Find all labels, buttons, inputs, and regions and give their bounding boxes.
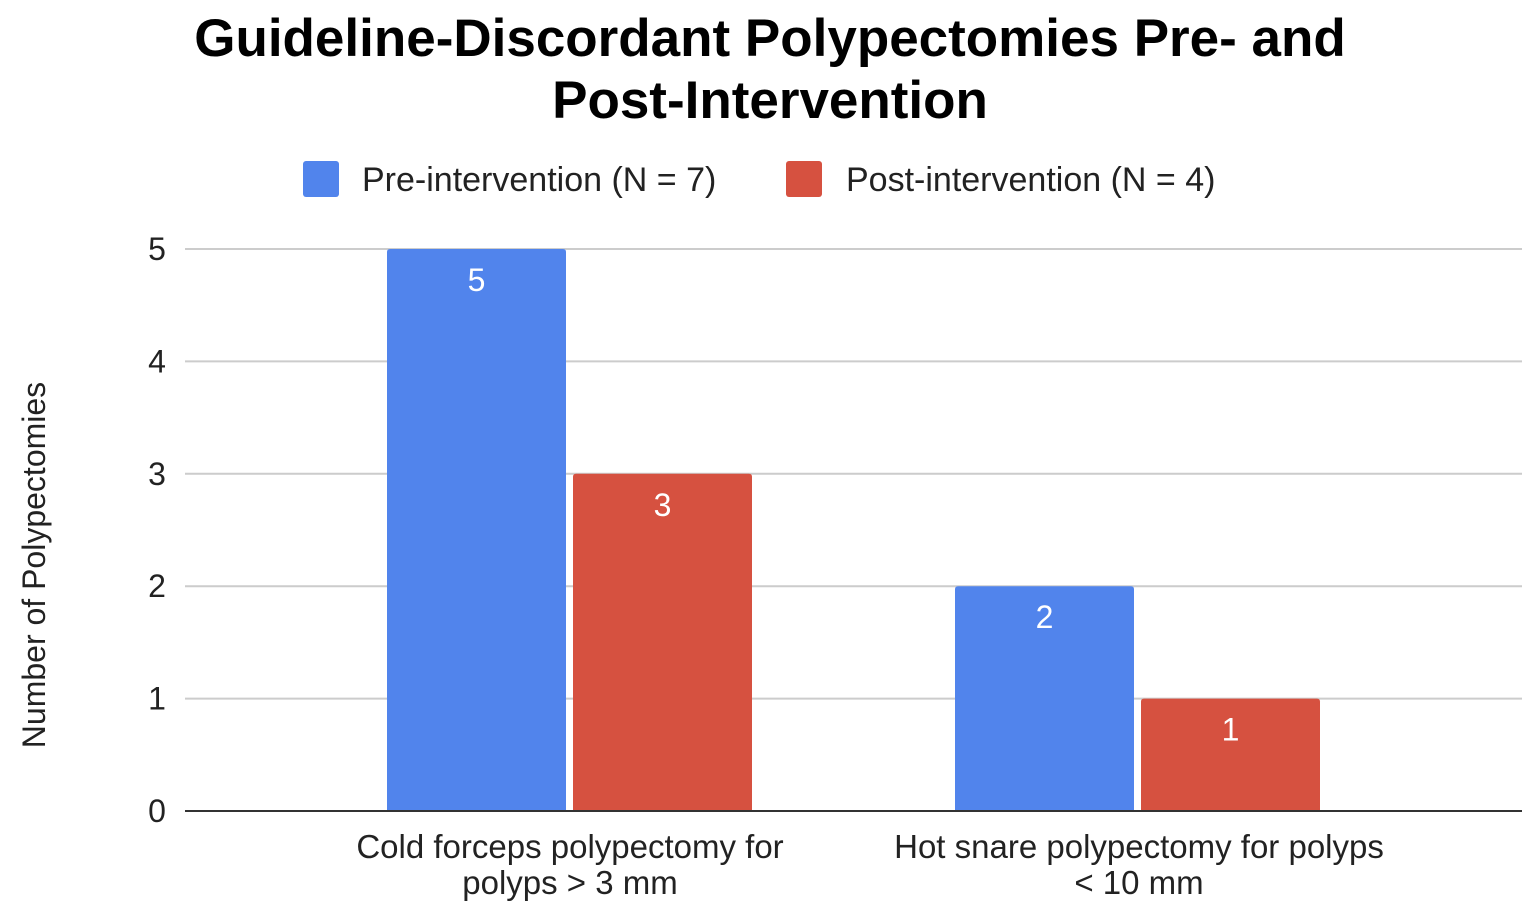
y-tick-label-5: 5 <box>148 231 166 267</box>
data-label-1-1: 5 <box>468 262 486 298</box>
data-label-1-2: 3 <box>654 487 672 523</box>
y-axis-title-text: Number of Polypectomies <box>16 382 52 748</box>
legend-label-1: Pre-intervention (N = 7) <box>362 161 716 199</box>
bar-1-1 <box>387 249 566 811</box>
chart-legend: Pre-intervention (N = 7) Post-interventio… <box>303 161 1215 199</box>
y-axis-title: Number of Polypectomies <box>16 382 52 748</box>
bars <box>387 249 1320 811</box>
chart-title: Guideline-Discordant Polypectomies Pre- … <box>194 9 1346 130</box>
data-label-2-1: 2 <box>1036 599 1054 635</box>
category-label-1-line-1: Cold forceps polypectomy for <box>356 828 783 865</box>
legend-swatch-2 <box>786 161 822 197</box>
legend-label-2: Post-intervention (N = 4) <box>846 161 1215 199</box>
category-label-2-line-1: Hot snare polypectomy for polyps <box>894 828 1384 865</box>
gridlines <box>185 248 1522 700</box>
data-labels: 5 3 2 1 <box>468 262 1240 748</box>
bar-2-1 <box>955 586 1134 811</box>
data-label-2-2: 1 <box>1222 712 1240 748</box>
chart-title-line-2: Post-Intervention <box>552 71 988 130</box>
y-tick-label-1: 1 <box>148 681 166 717</box>
legend-swatch-1 <box>303 161 339 197</box>
y-tick-label-3: 3 <box>148 456 166 492</box>
y-axis-ticks: 0 1 2 3 4 5 <box>148 231 166 829</box>
bar-1-2 <box>573 473 752 811</box>
y-tick-label-2: 2 <box>148 568 166 604</box>
chart-title-line-1: Guideline-Discordant Polypectomies Pre- … <box>194 9 1346 68</box>
y-tick-label-0: 0 <box>148 793 166 829</box>
bar-2-2 <box>1141 698 1320 811</box>
category-label-1-line-2: polyps > 3 mm <box>462 864 678 901</box>
y-tick-label-4: 4 <box>148 343 166 379</box>
category-label-2-line-2: < 10 mm <box>1074 864 1203 901</box>
